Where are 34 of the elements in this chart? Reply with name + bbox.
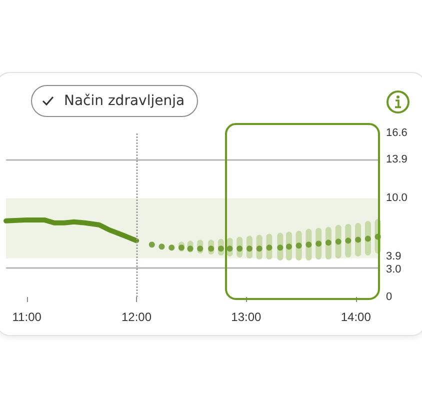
point [187,246,194,252]
point [335,238,342,245]
x-tick-label: 14:00 [340,310,372,324]
point [306,242,312,248]
y-tick-label: 3.9 [386,250,402,262]
x-tick-label: 11:00 [12,310,42,324]
point [316,240,322,247]
point [296,242,302,249]
point [178,244,184,251]
point [286,244,292,250]
point [345,238,352,244]
point [256,246,262,252]
y-tick-label: 10.0 [386,192,408,204]
y-tick-label: 13.9 [386,154,408,166]
y-tick-label: 0 [386,291,392,303]
point [277,244,284,251]
point [355,236,362,243]
point [168,244,175,251]
y-tick-label: 16.6 [386,127,408,139]
point [364,236,371,242]
point [266,244,272,251]
x-tick-label: 13:00 [231,310,262,324]
x-tick-label: 12:00 [122,310,152,324]
point [325,240,332,246]
y-tick-label: 3.0 [386,263,402,276]
point [197,246,204,252]
point [236,246,243,252]
point [226,246,233,252]
point [208,246,214,252]
point [148,242,155,248]
point [246,246,252,252]
point [158,244,165,250]
point [218,246,224,252]
text: Način zdravljenja [64,93,185,109]
